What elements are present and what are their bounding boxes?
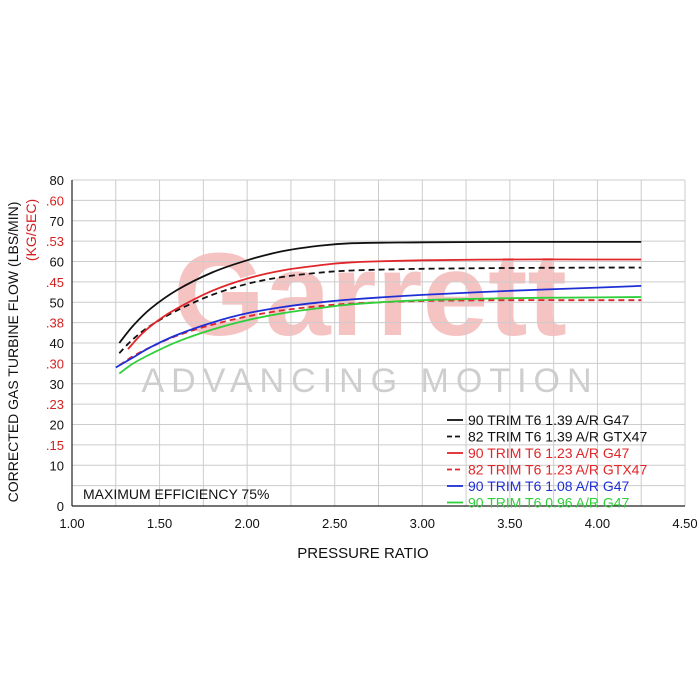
series-line-6 xyxy=(118,296,642,375)
y2-tick-label: .38 xyxy=(46,316,64,331)
y-tick-label: 0 xyxy=(57,499,64,514)
series-line-1 xyxy=(118,240,642,344)
legend-label: 82 TRIM T6 1.23 A/R GTX47 xyxy=(468,462,647,478)
y2-tick-label: .15 xyxy=(46,438,64,453)
garrett-watermark: Garrett ADVANCING MOTION xyxy=(141,229,598,400)
series-line-5 xyxy=(115,285,642,369)
y-tick-label: 70 xyxy=(50,214,64,229)
y-tick-label: 20 xyxy=(50,418,64,433)
y-tick-label: 80 xyxy=(50,173,64,188)
y-axis-label: CORRECTED GAS TURBINE FLOW (LBS/MIN) xyxy=(5,202,21,503)
max-efficiency-annotation: MAXIMUM EFFICIENCY 75% xyxy=(83,486,269,502)
y-tick-label: 40 xyxy=(50,336,64,351)
series-line-4 xyxy=(118,299,642,367)
y-axis-label-secondary: (KG/SEC) xyxy=(23,199,39,261)
watermark-tagline: ADVANCING MOTION xyxy=(141,362,598,400)
x-tick-label: 4.50 xyxy=(672,516,697,531)
tick-labels: 1.00 1.50 2.00 2.50 3.00 3.50 4.00 4.50 0 10 20 30 4… xyxy=(46,173,698,531)
y-tick-label: 10 xyxy=(50,458,64,473)
x-tick-label: 2.50 xyxy=(322,516,347,531)
x-tick-label: 2.00 xyxy=(234,516,259,531)
x-tick-label: 4.00 xyxy=(585,516,610,531)
y-tick-label: 50 xyxy=(50,295,64,310)
legend-label: 90 TRIM T6 1.39 A/R G47 xyxy=(468,412,630,428)
legend-label: 90 TRIM T6 1.08 A/R G47 xyxy=(468,478,630,494)
y-tick-label: 30 xyxy=(50,377,64,392)
legend-label: 90 TRIM T6 1.23 A/R G47 xyxy=(468,445,630,461)
watermark-brand: Garrett xyxy=(173,229,566,361)
x-tick-label: 3.00 xyxy=(410,516,435,531)
x-tick-label: 3.50 xyxy=(497,516,522,531)
y2-tick-label: .30 xyxy=(46,356,64,371)
legend-label: 90 TRIM T6 0.96 A/R G47 xyxy=(468,495,630,511)
legend-label: 82 TRIM T6 1.39 A/R GTX47 xyxy=(468,429,647,445)
data-series xyxy=(115,240,642,375)
x-tick-label: 1.50 xyxy=(147,516,172,531)
y-tick-label: 60 xyxy=(50,255,64,270)
y2-tick-label: .60 xyxy=(46,193,64,208)
y2-tick-label: .53 xyxy=(46,234,64,249)
series-line-3 xyxy=(127,258,642,350)
y2-tick-label: .23 xyxy=(46,397,64,412)
axes xyxy=(71,180,685,507)
x-axis-label: PRESSURE RATIO xyxy=(297,545,428,562)
y2-tick-label: .45 xyxy=(46,275,64,290)
x-tick-label: 1.00 xyxy=(59,516,84,531)
